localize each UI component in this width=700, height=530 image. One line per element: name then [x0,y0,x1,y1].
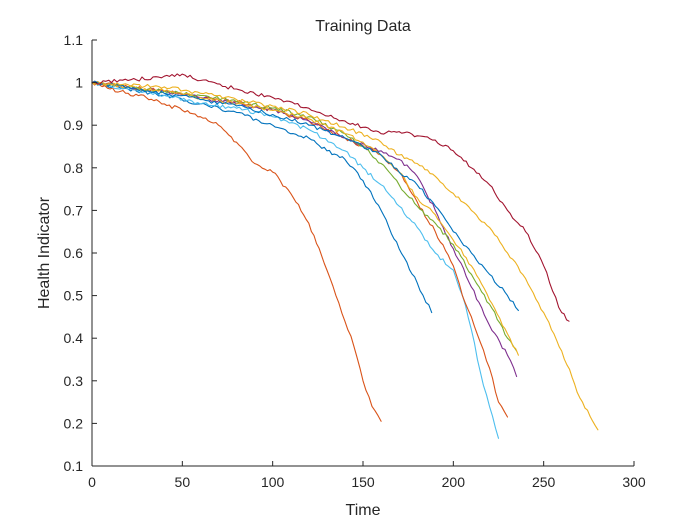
y-tick-label: 0.7 [64,202,84,218]
y-axis-label: Health Indicator [36,196,53,309]
y-tick-label: 1 [75,75,83,91]
series-layer [91,73,599,439]
y-tick-label: 1.1 [64,32,84,48]
series-line-8 [91,80,519,312]
x-tick-label: 100 [261,474,285,490]
y-tick-label: 0.8 [64,160,84,176]
x-tick-label: 0 [88,474,96,490]
series-line-1 [91,82,382,422]
x-tick-label: 300 [622,474,646,490]
x-tick-group: 0 50 100 150 200 250 300 [88,461,646,490]
y-tick-label: 0.1 [64,458,84,474]
y-tick-label: 0.5 [64,288,84,304]
x-tick-label: 250 [532,474,556,490]
chart-title: Training Data [315,18,411,35]
x-axis-label: Time [346,502,381,519]
y-tick-label: 0.3 [64,373,84,389]
series-line-9 [91,81,599,431]
y-tick-label: 0.4 [64,330,84,346]
series-line-10 [91,73,570,322]
x-tick-label: 50 [175,474,191,490]
series-line-3 [91,80,500,439]
y-tick-label: 0.9 [64,117,84,133]
y-tick-label: 0.6 [64,245,84,261]
x-tick-label: 200 [442,474,466,490]
y-tick-label: 0.2 [64,415,84,431]
series-line-7 [91,80,519,356]
plot-area [92,40,634,466]
x-tick-label: 150 [351,474,375,490]
y-tick-group: 0.1 0.2 0.3 0.4 0.5 0.6 0.7 0.8 0.9 1 1.1 [64,32,97,474]
